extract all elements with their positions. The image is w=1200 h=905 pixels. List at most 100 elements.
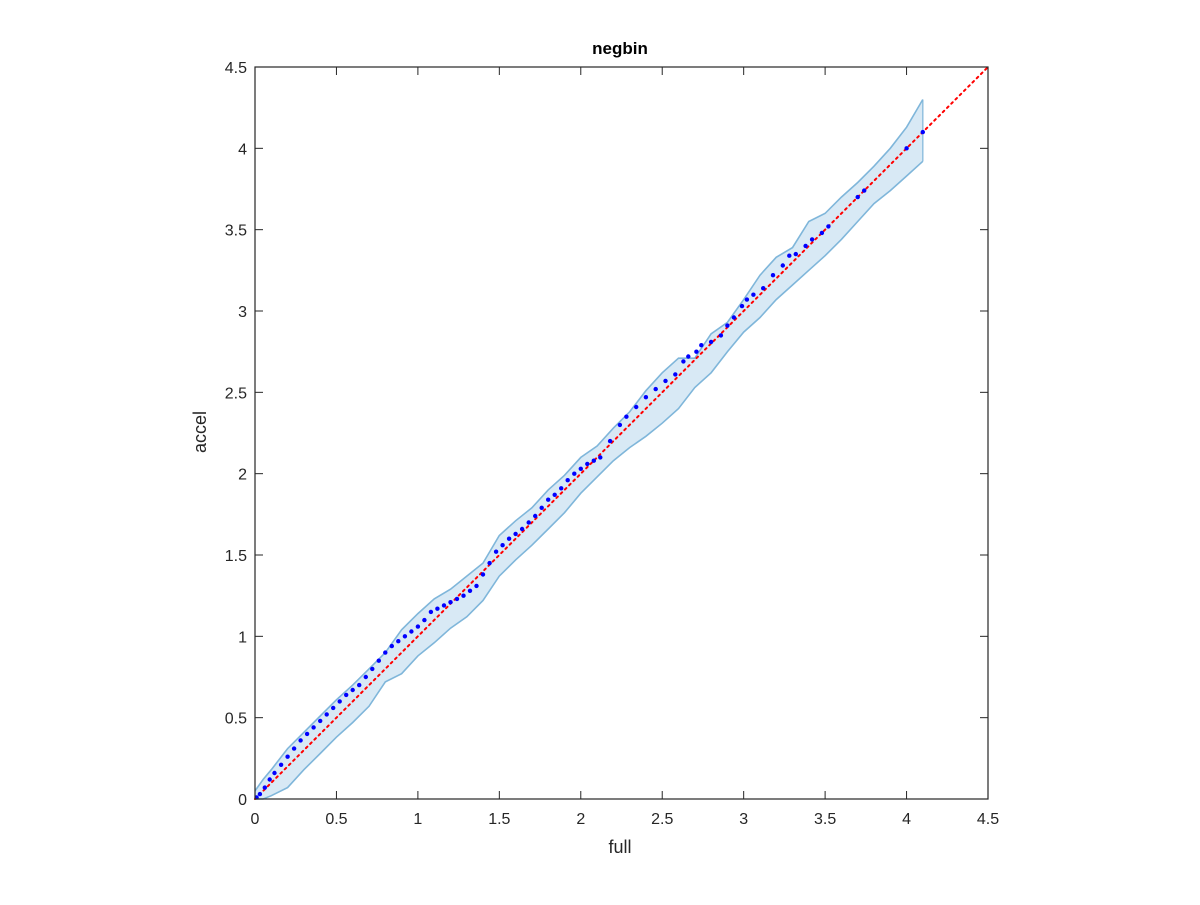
confidence-band [254,99,924,800]
data-point [448,600,453,605]
data-point [731,315,737,320]
data-point [526,520,531,525]
data-point [493,549,499,554]
data-point [793,251,798,257]
data-point [751,292,756,297]
data-point [278,762,284,767]
data-point [324,712,329,717]
data-point [487,560,492,566]
y-tick-label: 1.5 [225,548,247,565]
data-point [708,339,714,345]
data-point [809,237,815,242]
x-tick-label: 3 [739,811,748,828]
x-tick-label: 0.5 [325,811,347,828]
data-point [673,372,678,377]
band-upper-edge [254,99,924,792]
data-point [803,243,808,249]
axes-box [254,66,989,800]
axes: 0 0.5 1 1.5 2 2.5 3 3.5 4 4.5 0 0.5 1 1.5 2 2.5 3 3.5 4 4.5 [225,60,999,828]
data-point [376,658,381,663]
x-tick-label: 0 [251,811,260,828]
data-point [578,466,583,471]
y-tick-label: 3.5 [225,223,247,240]
reference-line-y-equals-x [254,66,989,800]
data-point [694,349,699,354]
data-point [826,224,831,229]
x-tick-label: 1 [413,811,422,828]
chart-title: negbin [592,39,648,58]
data-point [513,531,518,537]
y-tick-label: 3 [238,304,247,321]
data-point [539,505,544,510]
band-lower-edge [255,160,924,800]
data-point [904,146,909,151]
data-point [862,188,867,193]
data-point [350,687,355,693]
data-point [686,354,691,359]
data-point [318,718,323,724]
data-point [500,543,505,548]
data-point [787,253,792,258]
data-point [634,404,639,410]
data-point [370,666,375,672]
x-tick-label: 2.5 [651,811,673,828]
data-point [409,629,414,634]
data-point [454,596,460,602]
data-point [357,682,362,688]
data-point [267,777,272,782]
data-point [572,471,577,476]
data-point [428,609,434,615]
x-tick-label: 3.5 [814,811,836,828]
data-point [441,603,447,608]
y-tick-label: 2.5 [225,385,247,402]
reference-line [254,66,989,800]
data-point [435,606,440,611]
data-point [607,438,613,444]
data-point [643,395,649,400]
y-tick-label: 4 [238,141,247,158]
band-area [255,99,923,799]
data-point [344,692,349,698]
data-point [591,458,596,463]
data-point [383,650,388,655]
x-tick-label: 4.5 [977,811,999,828]
data-point [337,699,342,704]
data-point [739,303,745,309]
data-point [467,588,473,593]
data-point [311,725,316,730]
data-point [506,536,512,541]
data-point [461,593,466,598]
data-point [744,297,750,302]
data-point [653,386,658,392]
data-point [396,639,401,644]
data-point [770,273,776,278]
data-point [565,478,570,483]
data-point [389,643,394,649]
data-point [559,486,564,491]
data-point [480,572,486,577]
data-point [663,378,668,384]
data-point [331,705,336,711]
data-point [920,129,925,135]
x-tick-label: 2 [576,811,585,828]
data-point [474,583,479,589]
data-point [422,617,427,623]
data-point [681,359,686,364]
data-point [363,674,368,680]
data-point [699,343,704,348]
data-point [291,746,297,751]
y-axis-label: accel [190,411,210,453]
data-point [272,770,277,776]
data-point [298,738,303,743]
data-point [855,194,860,200]
data-point [598,455,603,460]
y-tick-label: 2 [238,467,247,484]
data-point [262,785,267,790]
data-point [617,422,623,428]
x-axis-label: full [608,837,631,857]
data-point [402,634,408,639]
y-tick-label: 0.5 [225,711,247,728]
data-point [257,791,263,797]
data-points [254,129,925,800]
y-tick-label: 0 [238,792,247,809]
